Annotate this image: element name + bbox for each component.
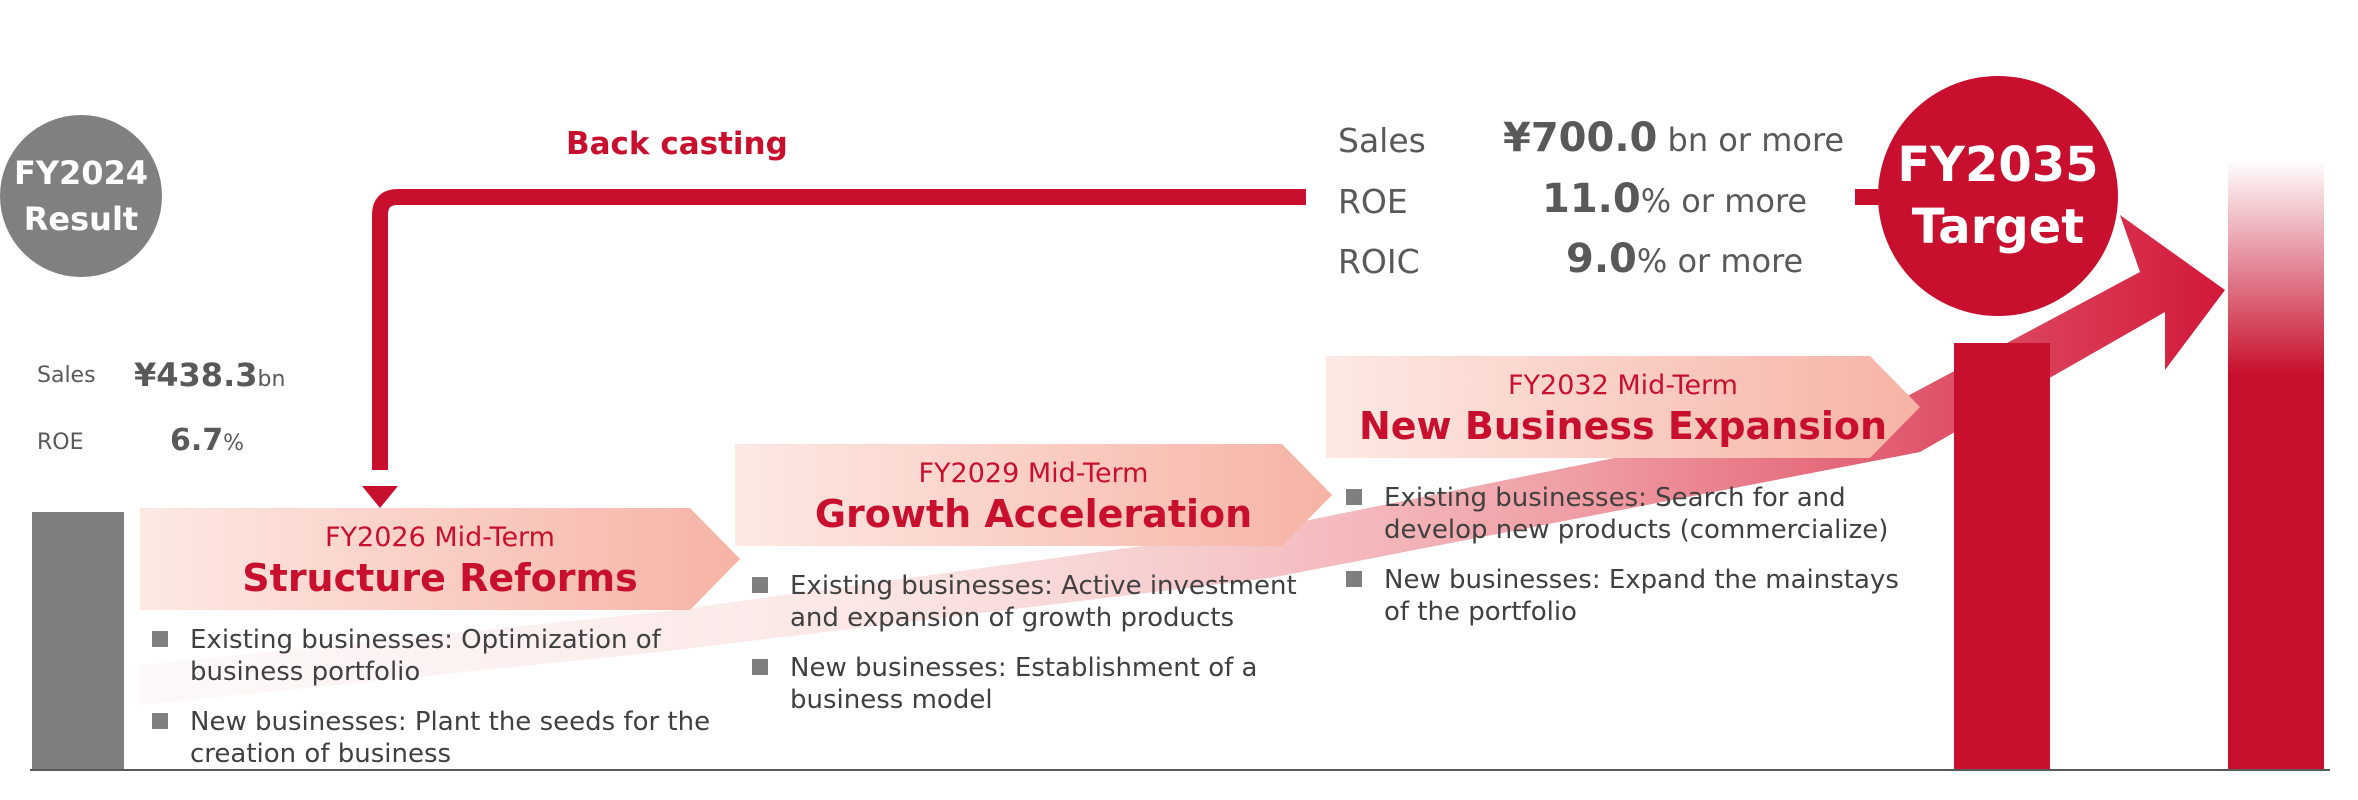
target-roic-label: ROIC bbox=[1338, 242, 1420, 281]
phase-fy2026-subtitle: FY2026 Mid-Term bbox=[325, 522, 555, 553]
phase-fy2032-bullets: Existing businesses: Search for and deve… bbox=[1346, 482, 1926, 646]
fy2024-circle-line2: Result bbox=[23, 200, 139, 238]
bullet-square-icon bbox=[152, 713, 168, 729]
phase-fy2032-subtitle: FY2032 Mid-Term bbox=[1508, 370, 1738, 401]
bullet-text: Existing businesses: Search for and deve… bbox=[1384, 483, 1889, 545]
fy2035-target-circle: FY2035 Target bbox=[1878, 76, 2118, 316]
future-bar bbox=[2228, 160, 2324, 770]
target-sales-label: Sales bbox=[1338, 121, 1426, 160]
list-item: New businesses: Establishment of a busin… bbox=[752, 652, 1312, 716]
bullet-square-icon bbox=[1346, 571, 1362, 587]
back-casting-label: Back casting bbox=[566, 126, 788, 162]
fy2024-roe-value: 6.7 bbox=[170, 423, 224, 458]
target-roe-group: 11.0% or more bbox=[1542, 176, 1807, 222]
target-roic-group: 9.0% or more bbox=[1566, 236, 1803, 282]
fy2024-sales-unit: bn bbox=[257, 367, 286, 392]
phase-fy2026-bullets: Existing businesses: Optimization of bus… bbox=[152, 624, 712, 788]
list-item: New businesses: Plant the seeds for the … bbox=[152, 706, 712, 770]
target-roe-value: 11.0 bbox=[1542, 176, 1641, 222]
fy2024-result-circle: FY2024 Result bbox=[0, 115, 162, 277]
fy2024-roe-unit: % bbox=[223, 431, 245, 456]
fy2024-bar bbox=[32, 512, 124, 770]
bullet-text: Existing businesses: Active investment a… bbox=[790, 571, 1297, 633]
fy2024-sales-value: ¥438.3 bbox=[134, 356, 258, 394]
list-item: Existing businesses: Search for and deve… bbox=[1346, 482, 1926, 546]
target-roic-value: 9.0 bbox=[1566, 236, 1637, 282]
phase-fy2032: FY2032 Mid-Term New Business Expansion bbox=[1326, 356, 1920, 458]
back-casting-line bbox=[372, 189, 1306, 470]
target-roic-unit: % or more bbox=[1636, 242, 1804, 280]
fy2024-sales-value-group: ¥438.3bn bbox=[134, 356, 285, 394]
bullet-square-icon bbox=[152, 631, 168, 647]
target-sales-group: ¥700.0 bn or more bbox=[1503, 115, 1844, 161]
fy2035-circle-line1: FY2035 bbox=[1897, 137, 2099, 193]
fy2035-circle-line2: Target bbox=[1911, 199, 2085, 255]
phase-fy2026: FY2026 Mid-Term Structure Reforms bbox=[140, 508, 740, 610]
phase-3-shape bbox=[1326, 356, 1920, 458]
target-roe-unit: % or more bbox=[1640, 182, 1808, 220]
bullet-square-icon bbox=[752, 577, 768, 593]
list-item: Existing businesses: Active investment a… bbox=[752, 570, 1312, 634]
target-roe-label: ROE bbox=[1338, 182, 1408, 221]
phase-fy2029-bullets: Existing businesses: Active investment a… bbox=[752, 570, 1312, 734]
phase-fy2029-title: Growth Acceleration bbox=[814, 492, 1253, 536]
phase-1-shape bbox=[140, 508, 740, 610]
bullet-text: New businesses: Plant the seeds for the … bbox=[190, 707, 711, 769]
growth-arrow bbox=[140, 215, 2225, 705]
phase-2-shape bbox=[735, 444, 1332, 546]
list-item: Existing businesses: Optimization of bus… bbox=[152, 624, 712, 688]
fy2024-sales-label: Sales bbox=[37, 363, 96, 388]
bullet-square-icon bbox=[752, 659, 768, 675]
phase-fy2029-subtitle: FY2029 Mid-Term bbox=[918, 458, 1149, 489]
fy2024-circle-line1: FY2024 bbox=[13, 154, 149, 192]
phase-fy2029: FY2029 Mid-Term Growth Acceleration bbox=[735, 444, 1332, 546]
bullet-text: New businesses: Establishment of a busin… bbox=[790, 653, 1258, 715]
list-item: New businesses: Expand the mainstays of … bbox=[1346, 564, 1926, 628]
phase-fy2026-title: Structure Reforms bbox=[242, 556, 638, 600]
phase-fy2032-title: New Business Expansion bbox=[1358, 404, 1888, 448]
fy2024-roe-value-group: 6.7% bbox=[170, 423, 244, 458]
fy2035-bar bbox=[1954, 343, 2050, 770]
fy2024-roe-label: ROE bbox=[37, 430, 84, 455]
bullet-text: Existing businesses: Optimization of bus… bbox=[190, 625, 661, 687]
back-casting-arrowhead bbox=[362, 486, 398, 508]
bullet-text: New businesses: Expand the mainstays of … bbox=[1384, 565, 1899, 627]
target-sales-unit: bn or more bbox=[1657, 121, 1845, 159]
target-sales-value: ¥700.0 bbox=[1503, 115, 1658, 161]
bullet-square-icon bbox=[1346, 489, 1362, 505]
